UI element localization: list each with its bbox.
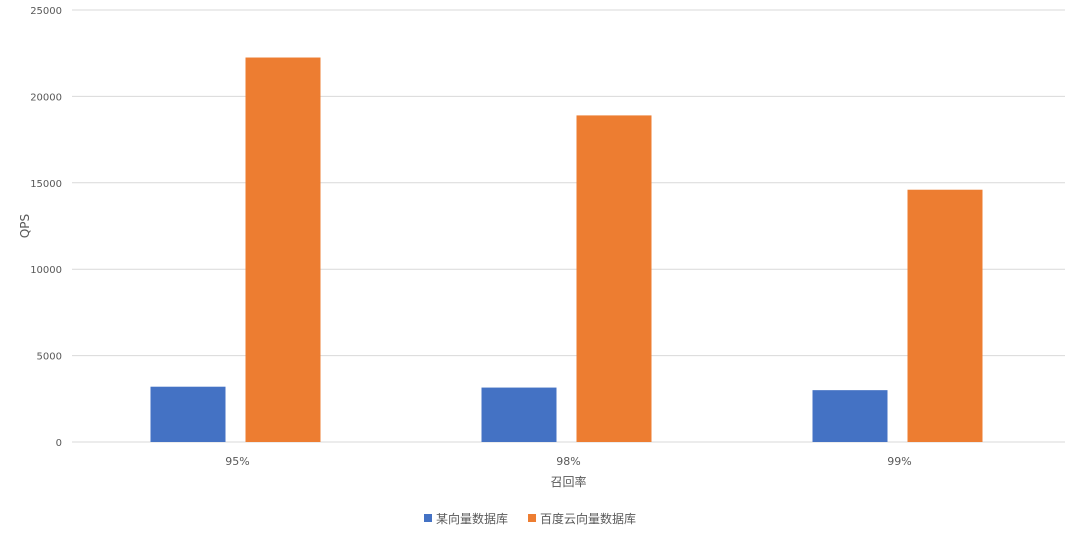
bar-other-2 <box>812 390 888 442</box>
legend-swatch-0 <box>424 514 432 522</box>
bar-baidu-0 <box>245 57 321 443</box>
y-tick-label: 25000 <box>30 6 62 17</box>
x-tick-label: 99% <box>887 455 911 468</box>
legend-label-0: 某向量数据库 <box>436 511 508 526</box>
y-tick-label: 5000 <box>37 352 62 363</box>
y-tick-label: 0 <box>56 438 62 449</box>
y-tick-label: 10000 <box>30 265 62 276</box>
bar-other-1 <box>481 387 557 442</box>
y-tick-label: 15000 <box>30 179 62 190</box>
x-tick-label: 98% <box>556 455 580 468</box>
legend-label-1: 百度云向量数据库 <box>540 511 636 526</box>
y-axis-label: QPS <box>18 214 32 238</box>
y-tick-label: 20000 <box>30 92 62 103</box>
bar-other-0 <box>150 386 226 442</box>
x-axis-label: 召回率 <box>550 474 586 489</box>
x-tick-label: 95% <box>225 455 249 468</box>
legend-swatch-1 <box>528 514 537 522</box>
bar-baidu-2 <box>907 189 983 442</box>
bar-baidu-1 <box>576 115 652 443</box>
